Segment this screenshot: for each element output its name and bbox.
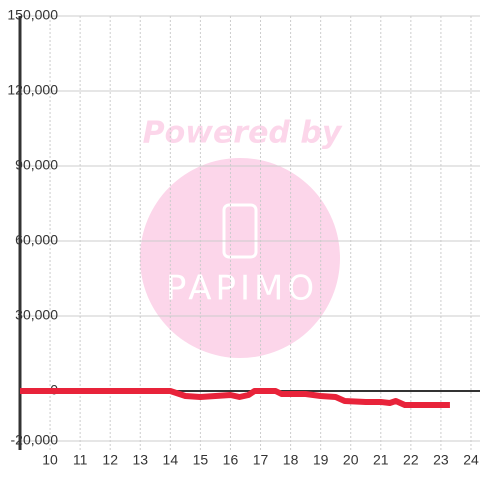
y-tick-label: 90,000 (15, 157, 58, 173)
y-tick-label: 120,000 (7, 82, 58, 98)
x-tick-label: 19 (313, 452, 329, 468)
x-tick-label: 23 (433, 452, 449, 468)
y-tick-label: 150,000 (7, 7, 58, 23)
watermark-bottom: PAPIMO (166, 269, 318, 309)
x-tick-label: 21 (373, 452, 389, 468)
y-tick-label: 30,000 (15, 307, 58, 323)
x-tick-label: 15 (193, 452, 209, 468)
x-tick-label: 17 (253, 452, 269, 468)
x-tick-label: 10 (42, 452, 58, 468)
x-tick-label: 12 (102, 452, 118, 468)
x-tick-label: 20 (343, 452, 359, 468)
y-tick-label: -20,000 (11, 432, 59, 448)
x-tick-label: 11 (73, 452, 88, 468)
line (20, 388, 450, 408)
y-tick-label: 60,000 (15, 232, 58, 248)
x-tick-label: 14 (163, 452, 179, 468)
watermark-icon (222, 203, 258, 259)
x-tick-label: 16 (223, 452, 239, 468)
watermark-top: Powered by (143, 116, 343, 151)
x-tick-label: 22 (403, 452, 419, 468)
x-tick-label: 24 (463, 452, 479, 468)
x-tick-label: 18 (283, 452, 299, 468)
x-tick-label: 13 (132, 452, 148, 468)
